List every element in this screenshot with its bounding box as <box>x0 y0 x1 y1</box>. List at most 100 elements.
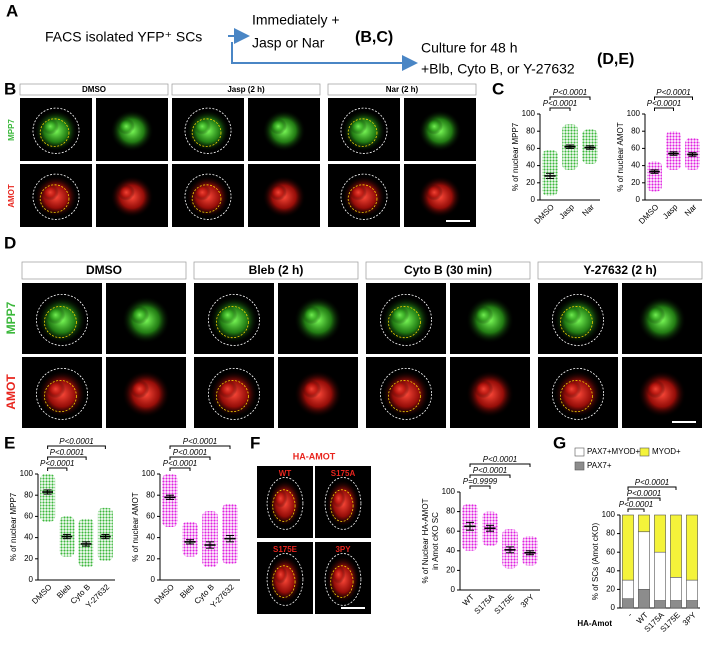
nucleus-outline <box>347 118 378 147</box>
legend-swatch <box>639 447 650 457</box>
y-tick-label: 40 <box>631 161 640 170</box>
p-value: P<0.0001 <box>647 99 681 108</box>
cell-outline <box>379 293 432 346</box>
cell-signal <box>390 305 410 325</box>
cell-outline <box>207 293 260 346</box>
y-axis-label: % of SCs (Amot cKO) <box>591 522 600 600</box>
cell-signal <box>218 305 238 325</box>
bar-segment <box>638 531 650 590</box>
nucleus-outline <box>330 489 354 522</box>
cell-signal <box>218 379 238 399</box>
scheme-step: Culture for 48 h <box>421 40 518 56</box>
bar-segment <box>670 600 682 609</box>
bar-segment <box>670 577 682 601</box>
p-value: P=0.9999 <box>463 477 498 486</box>
scheme-ref: (B,C) <box>355 29 393 46</box>
x-tick-label: S175E <box>493 593 516 616</box>
y-tick-label: 40 <box>446 546 455 555</box>
condition-box <box>19 83 169 96</box>
cell-outline <box>324 477 362 530</box>
y-tick-label: 100 <box>20 469 34 478</box>
p-value: P<0.0001 <box>635 478 669 487</box>
significance-bracket <box>47 445 106 449</box>
significance-bracket <box>549 107 571 111</box>
cell-signal <box>46 305 66 325</box>
y-tick-label: 20 <box>146 554 155 563</box>
nucleus-outline <box>387 306 421 339</box>
nucleus-outline <box>215 306 249 339</box>
nucleus-outline <box>44 306 77 339</box>
cell-outline <box>324 553 362 606</box>
y-axis-label: % of nuclear MPP7 <box>9 492 18 561</box>
x-tick-label: Jasp <box>558 202 577 221</box>
significance-bracket <box>169 445 231 449</box>
y-tick-label: 20 <box>606 585 615 594</box>
channel-label: MPP7 <box>7 119 16 141</box>
legend-label: PAX7+ <box>587 461 612 470</box>
bar-segment <box>686 579 698 601</box>
cell-outline <box>266 553 304 606</box>
bar-segment <box>622 514 634 581</box>
bar-segment <box>654 600 666 609</box>
x-tick-label: 3PY <box>681 610 699 628</box>
cell-outline <box>552 367 605 420</box>
panel-letter: E <box>4 433 15 452</box>
p-value: P<0.0001 <box>163 459 197 468</box>
bar-segment <box>654 551 666 601</box>
cell-outline <box>207 367 260 420</box>
p-value: P<0.0001 <box>543 99 577 108</box>
x-tick-label: Nar <box>683 202 699 218</box>
p-value: P<0.0001 <box>483 455 517 464</box>
p-value: P<0.0001 <box>183 437 217 446</box>
cell-outline <box>340 107 388 154</box>
p-value: P<0.0001 <box>656 88 690 97</box>
channel-label: AMOT <box>4 374 18 410</box>
nucleus-outline <box>560 306 593 339</box>
y-tick-label: 60 <box>526 144 535 153</box>
bar-segment <box>622 598 634 609</box>
data-spread <box>647 161 662 192</box>
x-tick-label: DMSO <box>30 583 53 606</box>
y-tick-label: 80 <box>146 490 155 499</box>
nucleus-outline <box>347 184 378 213</box>
cell-signal <box>117 184 135 201</box>
condition-box <box>365 261 531 280</box>
cell-signal <box>474 379 494 399</box>
cell-outline <box>552 293 605 346</box>
condition-label: Bleb (2 h) <box>249 263 304 277</box>
cell-outline <box>32 107 80 154</box>
cell-outline <box>184 107 232 154</box>
y-tick-label: 80 <box>526 126 535 135</box>
channel-label: MPP7 <box>4 301 18 334</box>
y-tick-label: 100 <box>602 510 616 519</box>
x-tick-label: - <box>626 610 634 618</box>
bar-segment <box>638 589 650 609</box>
cell-signal <box>130 305 150 325</box>
data-spread <box>162 474 178 527</box>
cell-signal <box>273 565 288 584</box>
y-tick-label: 0 <box>636 195 641 204</box>
cell-outline <box>266 477 304 530</box>
cell-signal <box>349 118 367 135</box>
variant-label: WT <box>279 469 292 478</box>
nucleus-outline <box>39 118 70 147</box>
y-axis-label: % of Nuclear HA-AMOT <box>421 498 430 583</box>
p-value: P<0.0001 <box>619 500 653 509</box>
significance-bracket <box>169 467 191 471</box>
panel-letter: D <box>4 233 16 252</box>
significance-bracket <box>627 508 645 512</box>
y-tick-label: 80 <box>631 126 640 135</box>
condition-label: DMSO <box>82 85 106 94</box>
significance-bracket <box>469 474 511 478</box>
bar-segment <box>686 600 698 609</box>
x-axis-label: HA-Amot <box>577 619 612 628</box>
y-tick-label: 40 <box>146 533 155 542</box>
condition-label: DMSO <box>86 263 122 277</box>
cell-outline <box>36 293 89 346</box>
cell-signal <box>41 184 59 201</box>
nucleus-outline <box>191 118 222 147</box>
x-tick-label: 3PY <box>519 592 537 610</box>
cell-signal <box>117 118 135 135</box>
cell-outline <box>340 173 388 220</box>
y-axis-label: in Amot cKO SC <box>431 512 440 570</box>
